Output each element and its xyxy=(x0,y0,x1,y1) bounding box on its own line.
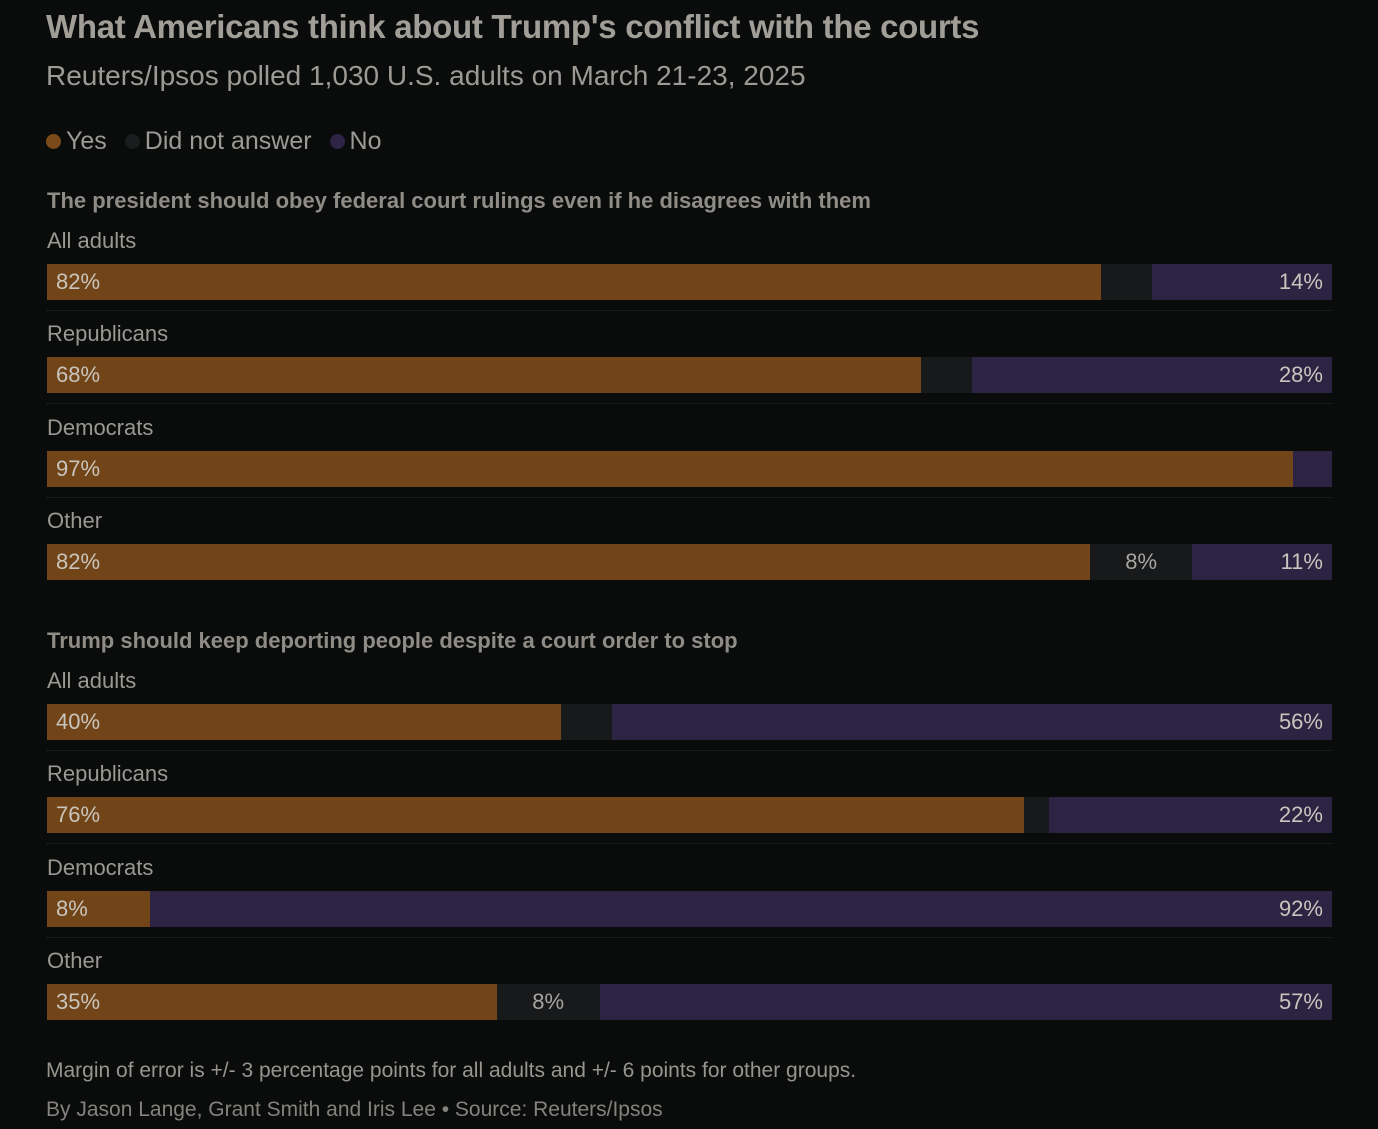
bar-segment-did-not-answer: 8% xyxy=(1090,543,1193,580)
data-label: 97% xyxy=(56,455,101,481)
section-title: The president should obey federal court … xyxy=(47,188,871,213)
legend-item-yes: Yes xyxy=(46,127,107,156)
data-label: 22% xyxy=(1278,802,1323,828)
stacked-bar: 35% 8% 57% xyxy=(47,983,1332,1020)
legend-label-yes: Yes xyxy=(66,127,107,155)
row-label: Other xyxy=(47,507,103,533)
data-label: 11% xyxy=(1280,548,1323,574)
byline-source: By Jason Lange, Grant Smith and Iris Lee… xyxy=(46,1098,663,1121)
bar-segment-no: 92% xyxy=(149,890,1332,927)
row-divider xyxy=(47,936,1332,938)
legend-swatch-did-not-answer xyxy=(124,134,140,149)
data-label: 8% xyxy=(532,988,565,1014)
legend: Yes Did not answer No xyxy=(46,127,400,156)
row-divider xyxy=(47,310,1332,311)
data-label: 8% xyxy=(1125,548,1158,574)
stacked-bar: 76% 22% xyxy=(47,797,1332,834)
legend-item-no: No xyxy=(329,127,382,156)
row-label: Democrats xyxy=(47,414,154,440)
data-label: 56% xyxy=(1278,709,1323,734)
bar-segment-yes: 76% xyxy=(47,797,1024,834)
data-label: 40% xyxy=(56,709,101,734)
stacked-bar: 97% xyxy=(47,450,1332,487)
row-divider xyxy=(47,750,1332,751)
bar-segment-no: 28% xyxy=(972,357,1332,394)
bar-segment-no: 56% xyxy=(612,704,1332,740)
bar-segment-yes: 35% xyxy=(47,983,497,1020)
row-divider xyxy=(47,403,1332,405)
bar-segment-yes: 82% xyxy=(47,543,1091,580)
row-divider xyxy=(47,496,1332,498)
stacked-bar: 40% 56% xyxy=(47,704,1332,740)
bar-segment-yes: 82% xyxy=(47,264,1101,300)
bar-segment-did-not-answer xyxy=(1100,264,1153,300)
bar-segment-no: 14% xyxy=(1152,264,1332,300)
bar-segment-did-not-answer xyxy=(1023,797,1050,834)
legend-swatch-no xyxy=(329,134,345,149)
bar-segment-no: 22% xyxy=(1049,797,1332,834)
bar-segment-no: 57% xyxy=(599,983,1332,1020)
row-label: Republicans xyxy=(47,761,169,787)
legend-label-no: No xyxy=(349,127,382,155)
stacked-bar: 68% 28% xyxy=(47,357,1332,394)
data-label: 92% xyxy=(1278,895,1323,921)
row-divider xyxy=(47,843,1332,845)
bar-segment-no xyxy=(1293,450,1332,487)
chart-title: What Americans think about Trump's confl… xyxy=(46,8,980,45)
data-label: 14% xyxy=(1278,269,1323,294)
bar-segment-yes: 40% xyxy=(47,704,561,740)
chart-subtitle: Reuters/Ipsos polled 1,030 U.S. adults o… xyxy=(46,60,806,91)
section-title: Trump should keep deporting people despi… xyxy=(47,628,738,653)
stacked-bar: 82% 8% 11% xyxy=(47,543,1332,580)
data-label: 82% xyxy=(56,269,101,294)
bar-segment-yes: 68% xyxy=(47,357,921,394)
bar-segment-did-not-answer: 8% xyxy=(496,983,600,1020)
margin-of-error-note: Margin of error is +/- 3 percentage poin… xyxy=(46,1059,857,1082)
data-label: 8% xyxy=(56,895,88,921)
row-label: Democrats xyxy=(47,854,154,880)
legend-label-did-not-answer: Did not answer xyxy=(144,127,312,155)
bar-segment-did-not-answer xyxy=(561,704,613,740)
stacked-bar: 8% 92% xyxy=(47,890,1332,927)
row-label: All adults xyxy=(47,668,137,693)
data-label: 35% xyxy=(56,988,101,1014)
data-label: 28% xyxy=(1278,362,1323,388)
data-label: 57% xyxy=(1278,988,1323,1014)
bar-segment-yes: 97% xyxy=(47,450,1294,487)
row-label: All adults xyxy=(47,228,137,253)
row-label: Other xyxy=(47,947,103,973)
data-label: 82% xyxy=(56,548,101,574)
data-label: 76% xyxy=(56,802,101,828)
legend-item-did-not-answer: Did not answer xyxy=(124,127,312,156)
row-label: Republicans xyxy=(47,321,169,347)
stacked-bar: 82% 14% xyxy=(47,264,1332,300)
data-label: 68% xyxy=(56,362,101,388)
bar-segment-yes: 8% xyxy=(47,890,150,927)
bar-segment-did-not-answer xyxy=(920,357,973,394)
legend-swatch-yes xyxy=(46,134,61,149)
bar-segment-no: 11% xyxy=(1192,543,1332,580)
